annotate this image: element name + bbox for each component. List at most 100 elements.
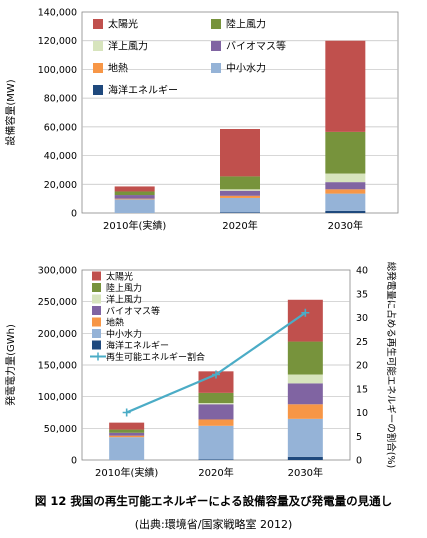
capacity-y-tick-label: 40,000: [44, 151, 77, 162]
capacity-y-tick-label: 20,000: [44, 180, 77, 191]
capacity-bar-series-1-1: [220, 197, 260, 213]
capacity-bar-series-5-2: [325, 131, 366, 174]
generation-y-right-tick-label: 30: [356, 313, 368, 324]
generation-y-tick-label: 300,000: [38, 266, 77, 277]
capacity-bar-series-0-2: [325, 210, 366, 213]
generation-legend-swatch-series-0: [92, 340, 101, 350]
generation-y-right-tick-label: 5: [356, 432, 362, 443]
capacity-legend-label: バイオマス等: [226, 40, 286, 53]
generation-bar-series-1-2: [287, 418, 323, 457]
generation-legend-swatch-series-4: [92, 294, 101, 304]
capacity-legend-label: 海洋エネルギー: [108, 84, 178, 97]
generation-legend-label: 中小水力: [106, 328, 142, 340]
generation-bar-series-5-0: [109, 429, 145, 433]
capacity-legend-swatch-series-2: [93, 63, 103, 73]
generation-bar-series-4-1: [198, 403, 234, 405]
generation-y-right-tick-label: 20: [356, 361, 368, 372]
generation-bar-series-6-1: [198, 371, 234, 393]
capacity-bar-series-0-1: [220, 212, 260, 213]
capacity-legend-label: 太陽光: [108, 18, 138, 31]
generation-x-tick-label: 2030年: [288, 466, 323, 479]
capacity-bar-series-5-0: [114, 191, 155, 196]
generation-bar-series-1-0: [109, 437, 145, 460]
capacity-x-tick-label: 2030年: [328, 219, 363, 232]
capacity-bar-series-2-0: [114, 198, 155, 200]
capacity-x-tick-label: 2020年: [222, 219, 257, 232]
generation-y-right-axis-label: 総発電量に占める再生可能エネルギーの割合(%): [385, 262, 397, 468]
generation-bar-series-0-1: [198, 459, 234, 460]
capacity-bar-series-4-2: [325, 173, 366, 183]
generation-bar-series-5-1: [198, 392, 234, 403]
capacity-legend-label: 中小水力: [226, 62, 266, 75]
generation-bar-series-5-2: [287, 341, 323, 375]
capacity-bar-series-3-0: [114, 195, 155, 199]
capacity-bar-series-6-2: [325, 40, 366, 132]
generation-bar-series-2-0: [109, 435, 145, 438]
generation-legend-swatch-series-1: [92, 329, 101, 338]
generation-legend-label: 再生可能エネルギー割合: [106, 351, 205, 363]
capacity-y-tick-label: 80,000: [44, 94, 77, 105]
capacity-legend-label: 洋上風力: [108, 40, 148, 53]
generation-y-right-tick-label: 25: [356, 337, 368, 348]
generation-bar-series-3-1: [198, 404, 234, 420]
generation-x-tick-label: 2010年(実績): [95, 466, 158, 479]
capacity-bar-series-1-2: [325, 193, 366, 211]
capacity-legend-swatch-series-4: [93, 41, 103, 51]
generation-y-right-tick-label: 15: [356, 384, 368, 395]
generation-ratio-point-0: [122, 408, 131, 417]
capacity-y-tick-label: 140,000: [38, 8, 77, 19]
generation-ratio-point-1: [212, 370, 220, 379]
generation-bar-series-3-0: [109, 432, 145, 436]
generation-bar-series-2-2: [287, 404, 323, 419]
generation-legend-marker-ratio: [94, 352, 102, 361]
generation-y-tick-label: 0: [71, 456, 77, 467]
generation-bar-series-2-1: [198, 419, 234, 426]
generation-bar-series-1-1: [198, 425, 234, 460]
generation-bar-series-0-2: [287, 456, 323, 460]
capacity-bar-series-6-1: [220, 129, 260, 177]
capacity-legend-label: 地熱: [108, 62, 128, 75]
capacity-y-tick-label: 100,000: [38, 65, 77, 76]
capacity-bar-series-3-1: [220, 190, 260, 196]
capacity-bar-series-1-0: [114, 199, 155, 213]
capacity-legend-swatch-series-3: [211, 41, 221, 51]
chart-capacity: 0 20,000 40,000 60,000 80,000 100,000 120,000 1…: [4, 8, 399, 232]
capacity-legend-swatch-series-0: [93, 85, 103, 95]
generation-ratio-point-2: [301, 308, 310, 317]
capacity-bar-series-4-1: [220, 189, 260, 191]
generation-legend-label: 太陽光: [106, 271, 133, 283]
capacity-legend-swatch-series-1: [211, 63, 221, 73]
generation-x-tick-label: 2020年: [198, 466, 233, 479]
generation-y-tick-label: 50,000: [44, 424, 77, 435]
generation-legend-label: バイオマス等: [106, 305, 160, 317]
capacity-y-tick-label: 120,000: [38, 36, 77, 47]
generation-y-axis-label: 発電電力量(GWh): [4, 324, 17, 406]
generation-legend-swatch-series-6: [92, 271, 101, 281]
capacity-y-axis-label: 設備容量(MW): [4, 79, 17, 145]
generation-legend-swatch-series-2: [92, 317, 101, 327]
generation-y-right-tick-label: 10: [356, 408, 368, 419]
chart-generation: 0 50,000 100,000 150,000 200,000 250,000 300,0…: [4, 262, 397, 479]
capacity-bar-series-5-1: [220, 176, 260, 190]
capacity-legend-swatch-series-5: [211, 19, 221, 29]
figure-title: 図 12 我国の再生可能エネルギーによる設備容量及び発電量の見通し: [34, 494, 393, 508]
generation-legend-label: 地熱: [106, 317, 124, 329]
capacity-x-tick-label: 2010年(実績): [103, 219, 166, 232]
generation-legend-swatch-series-3: [92, 306, 101, 315]
generation-bar-series-6-0: [109, 422, 145, 430]
generation-y-right-tick-label: 40: [356, 266, 368, 277]
generation-y-right-tick-label: 35: [356, 289, 368, 300]
capacity-bar-series-6-0: [114, 186, 155, 192]
capacity-bar-series-3-2: [325, 182, 366, 190]
generation-legend-swatch-series-5: [92, 283, 101, 292]
figure-source: (出典:環境省/国家戦略室 2012): [134, 518, 293, 531]
capacity-legend-label: 陸上風力: [226, 18, 266, 31]
generation-y-right-tick-label: 0: [356, 456, 362, 467]
generation-y-tick-label: 150,000: [38, 361, 77, 372]
capacity-y-tick-label: 60,000: [44, 122, 77, 133]
capacity-legend-swatch-series-6: [93, 19, 103, 29]
capacity-bar-series-2-1: [220, 195, 260, 198]
generation-y-tick-label: 250,000: [38, 297, 77, 308]
generation-legend-label: 洋上風力: [106, 294, 142, 306]
